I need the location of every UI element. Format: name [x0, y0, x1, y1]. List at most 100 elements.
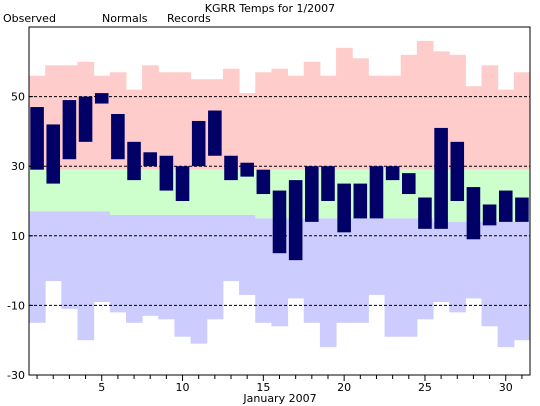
record-high-band: [368, 75, 386, 170]
normal-band: [190, 169, 208, 215]
normal-band: [109, 169, 127, 215]
y-tick-label: 10: [11, 230, 25, 243]
record-low-band: [93, 211, 111, 302]
record-high-band: [222, 68, 240, 170]
record-high-band: [384, 75, 402, 170]
x-tick-label: 30: [499, 381, 513, 394]
y-tick-label: 50: [11, 91, 25, 104]
observed-bar: [62, 100, 77, 160]
record-high-band: [255, 72, 272, 170]
observed-bar: [498, 190, 513, 222]
legend-records: Records: [167, 12, 211, 25]
observed-bar: [256, 169, 271, 195]
normal-band: [61, 169, 78, 212]
record-low-band: [400, 218, 418, 337]
record-high-band: [449, 54, 466, 170]
normal-band: [93, 169, 111, 212]
record-high-band: [93, 75, 111, 170]
observed-bar: [305, 166, 319, 222]
record-high-band: [319, 75, 337, 170]
record-low-band: [352, 218, 369, 323]
chart-title: KGRR Temps for 1/2007: [205, 2, 335, 15]
observed-bar: [30, 107, 44, 170]
record-low-band: [336, 218, 353, 323]
record-high-band: [174, 72, 192, 170]
record-low-band: [125, 214, 143, 323]
record-high-band: [142, 65, 159, 170]
observed-bar: [369, 166, 384, 219]
record-low-band: [206, 214, 224, 320]
record-low-band: [255, 218, 272, 323]
x-tick-label: 25: [418, 381, 432, 394]
record-high-band: [158, 72, 175, 170]
normal-band: [206, 169, 224, 215]
observed-bar: [224, 155, 238, 181]
x-tick-label: 20: [337, 381, 351, 394]
normal-band: [384, 169, 402, 219]
record-low-band: [190, 214, 208, 344]
observed-bar: [78, 96, 93, 142]
observed-bar: [321, 166, 335, 201]
observed-bar: [288, 180, 303, 261]
normal-band: [77, 169, 95, 212]
observed-bar: [208, 110, 222, 156]
record-high-band: [513, 72, 530, 170]
y-tick-label: 30: [11, 160, 25, 173]
record-high-band: [336, 47, 353, 170]
x-tick-label: 5: [98, 381, 105, 394]
observed-bar: [240, 162, 254, 177]
observed-bar: [143, 152, 157, 167]
record-high-band: [239, 93, 256, 170]
record-low-band: [61, 211, 78, 309]
record-low-band: [142, 214, 159, 316]
observed-bar: [111, 114, 125, 160]
observed-bar: [94, 93, 109, 104]
y-tick-label: -30: [7, 369, 25, 382]
observed-bar: [450, 141, 465, 201]
record-low-band: [303, 218, 321, 323]
x-tick-label: 10: [176, 381, 190, 394]
record-low-band: [77, 211, 95, 341]
normal-band: [29, 169, 46, 212]
record-high-band: [465, 86, 483, 170]
record-high-band: [303, 61, 321, 170]
observed-bar: [353, 183, 368, 219]
record-low-band: [174, 214, 192, 337]
legend-observed: Observed: [3, 12, 56, 25]
observed-bar: [418, 197, 432, 229]
record-high-band: [400, 54, 418, 170]
observed-bar: [127, 141, 141, 181]
record-high-band: [497, 89, 515, 170]
observed-bar: [466, 187, 481, 240]
observed-bar: [159, 155, 174, 191]
plot-area: [29, 40, 530, 348]
observed-bar: [191, 120, 206, 167]
x-tick-label: 15: [256, 381, 270, 394]
legend-normals: Normals: [102, 12, 148, 25]
observed-bar: [46, 124, 61, 184]
normal-band: [142, 169, 159, 215]
normal-band: [125, 169, 143, 215]
record-low-band: [416, 218, 434, 320]
record-low-band: [319, 218, 337, 348]
record-low-band: [497, 221, 515, 348]
normal-band: [222, 169, 240, 215]
record-low-band: [481, 221, 499, 327]
observed-bar: [482, 204, 497, 226]
record-low-band: [109, 214, 127, 313]
record-low-band: [239, 214, 256, 295]
x-axis-label: January 2007: [242, 392, 316, 405]
record-low-band: [368, 218, 386, 295]
record-low-band: [158, 214, 175, 320]
record-high-band: [416, 40, 434, 170]
normal-band: [239, 169, 256, 215]
observed-bar: [337, 183, 351, 233]
record-low-band: [222, 214, 240, 282]
record-low-band: [513, 221, 530, 341]
record-low-band: [45, 211, 62, 282]
record-low-band: [433, 221, 450, 302]
record-high-band: [352, 58, 369, 170]
record-low-band: [449, 221, 466, 313]
record-low-band: [384, 218, 402, 337]
